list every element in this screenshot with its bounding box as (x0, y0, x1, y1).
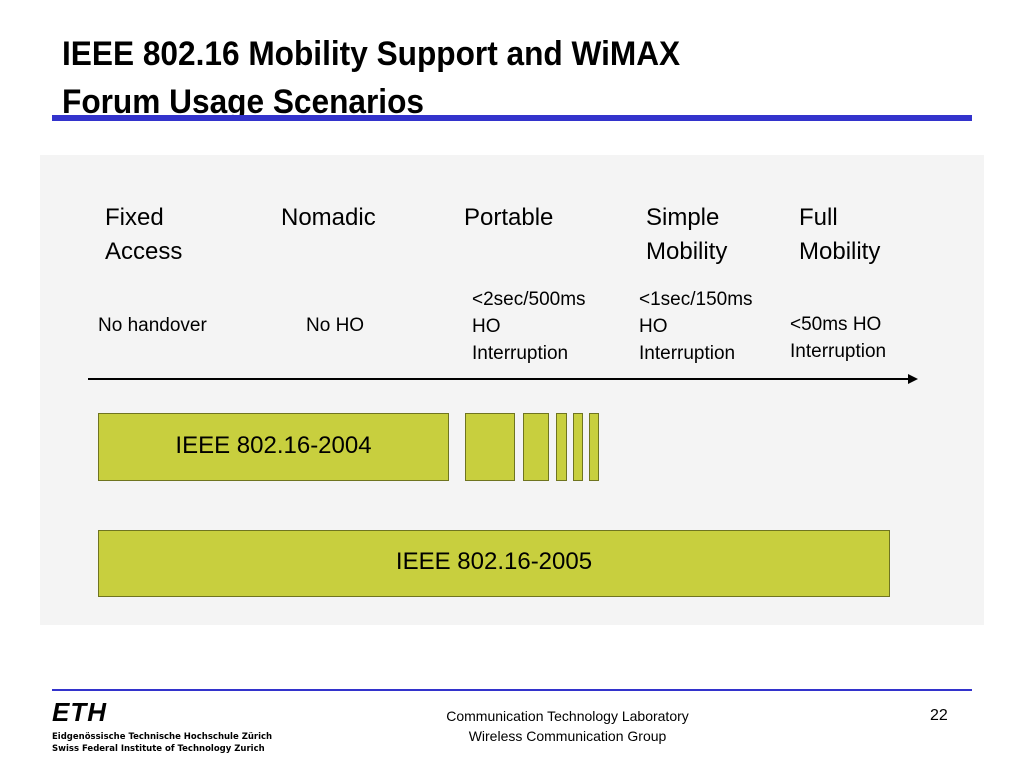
footer-lab: Communication Technology Laboratory (446, 708, 689, 724)
handover-portable: <2sec/500ms HO Interruption (472, 289, 586, 364)
eth-logo-line-1: Eidgenössische Technische Hochschule Zür… (52, 732, 273, 742)
handover-nomadic: No HO (306, 315, 365, 336)
page-number: 22 (930, 707, 948, 724)
standard-2004-fade-slice (556, 413, 567, 481)
standard-2005-label: IEEE 802.16-2005 (395, 547, 593, 575)
category-nomadic: Nomadic (281, 204, 376, 231)
eth-logo: ETH Eidgenössische Technische Hochschule… (52, 697, 282, 755)
footer-group: Wireless Communication Group (468, 728, 667, 744)
standard-2004-fade-slice (589, 413, 599, 481)
category-portable: Portable (464, 204, 554, 231)
standard-2004-bar: IEEE 802.16-2004 (98, 413, 449, 481)
title-underline (52, 115, 972, 121)
mobility-axis-line (88, 378, 910, 380)
standard-2004-fade-slice (465, 413, 515, 481)
standard-2004-label: IEEE 802.16-2004 (175, 432, 372, 459)
slide-title-text: IEEE 802.16 Mobility Support and WiMAX F… (62, 35, 681, 121)
standard-2004-fade-slice (523, 413, 549, 481)
handover-simple-mobility: <1sec/150ms HO Interruption (639, 289, 753, 364)
eth-logo-line-2: Swiss Federal Institute of Technology Zu… (52, 744, 265, 754)
handover-fixed: No handover (98, 315, 207, 336)
standard-2004-fade-slice (573, 413, 583, 481)
footer-rule (52, 689, 972, 691)
axis-arrowhead-icon (908, 374, 918, 384)
eth-logo-mark: ETH (52, 697, 107, 727)
handover-full-mobility: <50ms HO Interruption (790, 314, 887, 362)
standard-2005-bar: IEEE 802.16-2005 (98, 530, 890, 597)
category-simple-mobility: Simple Mobility (646, 204, 728, 265)
slide-title: IEEE 802.16 Mobility Support and WiMAX F… (62, 30, 899, 126)
footer-affiliation: Communication Technology Laboratory Wire… (370, 706, 765, 746)
category-full-mobility: Full Mobility (799, 204, 881, 265)
category-fixed-access: Fixed Access (105, 204, 183, 265)
